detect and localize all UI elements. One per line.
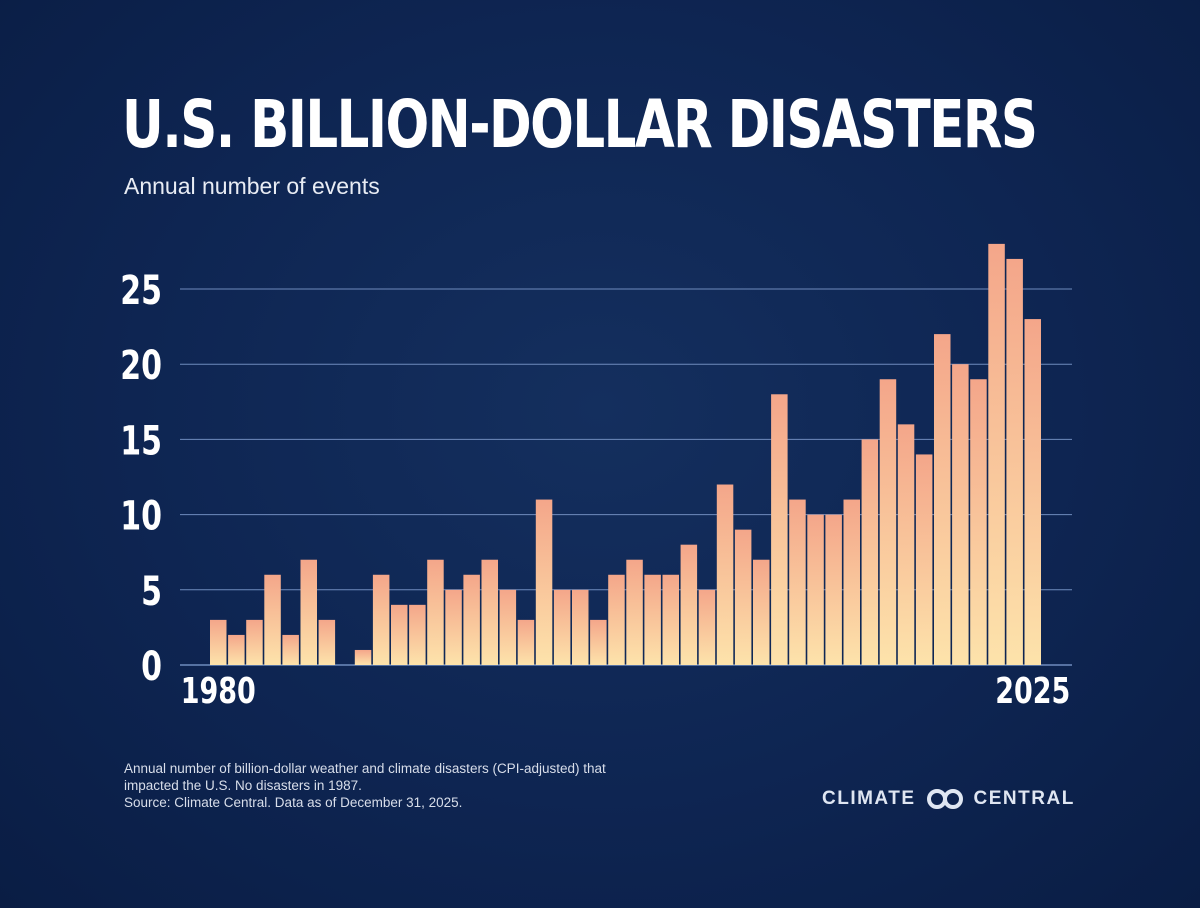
- chart-subtitle: Annual number of events: [124, 173, 380, 199]
- bar-2014: [825, 514, 842, 665]
- bar-2005: [662, 574, 679, 665]
- footnote: Annual number of billion-dollar weather …: [124, 760, 606, 811]
- bar-2015: [843, 499, 860, 665]
- bar-2000: [572, 589, 589, 665]
- bar-2019: [915, 454, 933, 665]
- bar-2010: [753, 559, 770, 665]
- bar-2022: [970, 379, 987, 665]
- bar-2002: [608, 574, 625, 665]
- bar-2006: [680, 544, 698, 665]
- bar-2025: [1024, 319, 1041, 665]
- bar-1984: [282, 634, 299, 665]
- footnote-line: Annual number of billion-dollar weather …: [124, 761, 606, 776]
- bar-2023: [988, 243, 1005, 665]
- x-tick-label: 2025: [995, 669, 1070, 712]
- bar-2009: [734, 529, 752, 665]
- y-tick-label: 0: [141, 644, 162, 690]
- bar-2011: [771, 394, 788, 665]
- bar-2017: [879, 379, 897, 665]
- linked-rings-icon: [926, 789, 963, 809]
- bar-2016: [861, 439, 879, 665]
- bar-1995: [481, 559, 498, 665]
- bar-1994: [463, 574, 480, 665]
- bar-2018: [897, 424, 915, 665]
- bar-1981: [228, 634, 245, 665]
- bar-1980: [210, 619, 227, 665]
- source-line: Source: Climate Central. Data as of Dece…: [124, 795, 463, 810]
- y-tick-label: 20: [120, 343, 162, 389]
- bar-1988: [354, 649, 372, 665]
- footnote-line: impacted the U.S. No disasters in 1987.: [124, 778, 362, 793]
- bar-1998: [535, 499, 553, 665]
- chart-title: U.S. BILLION-DOLLAR DISASTERS: [122, 86, 1038, 163]
- bar-2007: [698, 589, 716, 665]
- bar-1983: [264, 574, 281, 665]
- bar-1996: [499, 589, 517, 665]
- logo-text-left: CLIMATE: [822, 788, 916, 809]
- logo-text-right: CENTRAL: [973, 788, 1075, 809]
- bar-1986: [318, 619, 336, 665]
- bar-1992: [427, 559, 444, 665]
- bar-1982: [246, 619, 263, 665]
- bar-1990: [391, 604, 408, 665]
- bar-1997: [517, 619, 535, 665]
- y-tick-label: 5: [141, 569, 162, 615]
- bar-2012: [789, 499, 806, 665]
- bar-2003: [626, 559, 643, 665]
- y-tick-label: 10: [120, 493, 162, 539]
- bar-2020: [934, 334, 951, 665]
- x-tick-label: 1980: [181, 669, 256, 712]
- bar-2021: [952, 364, 969, 665]
- y-tick-label: 15: [120, 418, 162, 464]
- bar-2008: [716, 484, 734, 665]
- bar-1989: [372, 574, 390, 665]
- bar-2024: [1006, 258, 1023, 665]
- bar-1985: [300, 559, 317, 665]
- bar-1993: [445, 589, 462, 665]
- bar-1991: [409, 604, 426, 665]
- climate-central-logo: CLIMATE CENTRAL: [822, 788, 1075, 810]
- bar-2001: [590, 619, 607, 665]
- bar-2004: [644, 574, 661, 665]
- bar-2013: [807, 514, 824, 665]
- y-tick-label: 25: [120, 268, 162, 314]
- bar-1999: [553, 589, 571, 665]
